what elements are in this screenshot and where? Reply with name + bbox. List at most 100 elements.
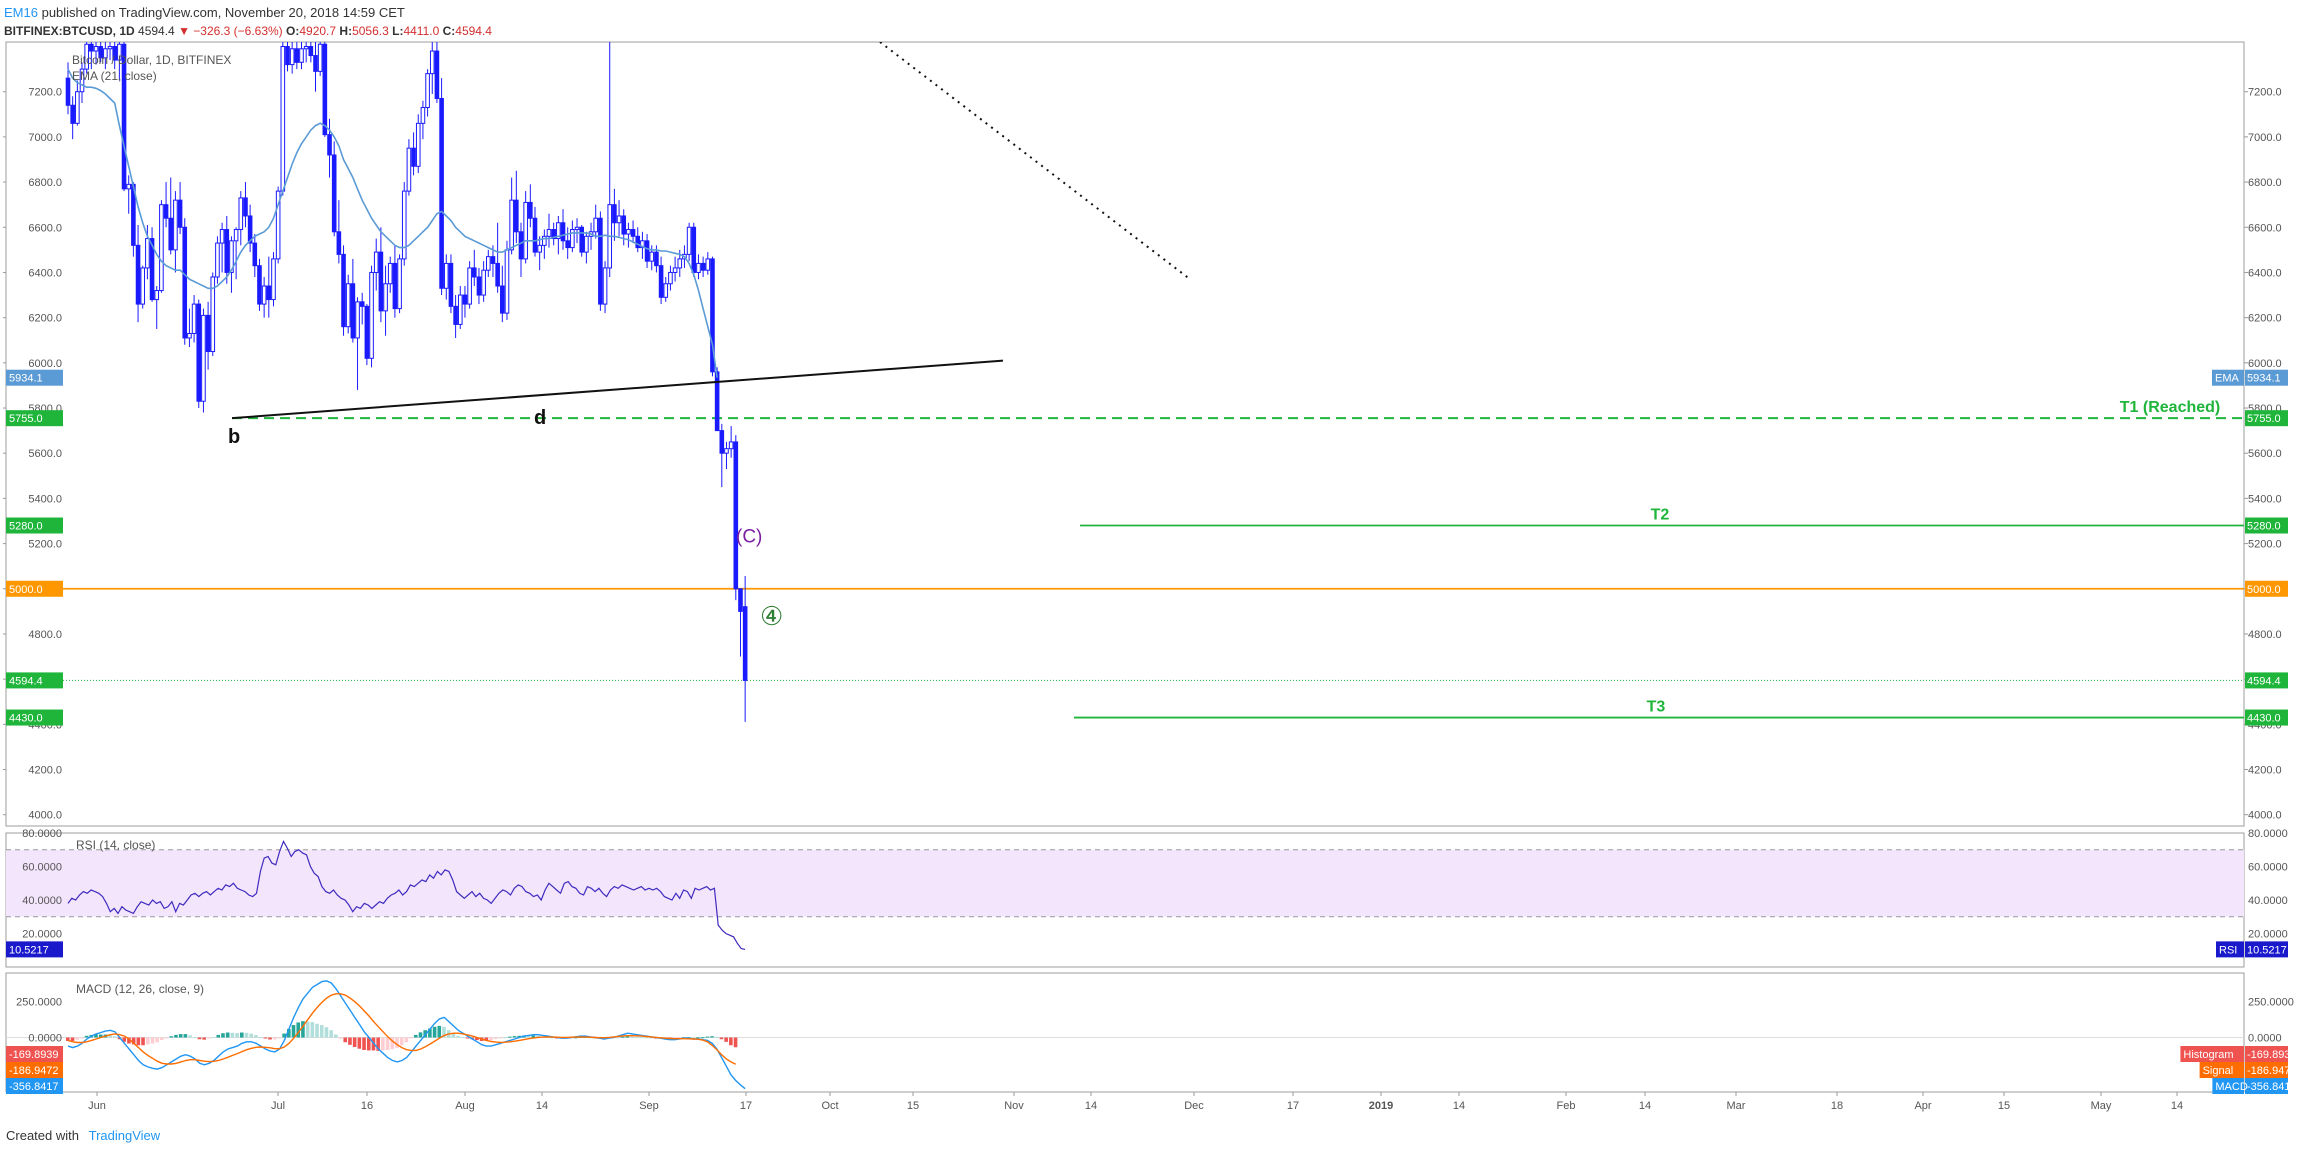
macd-histogram-bar [268, 1037, 272, 1040]
macd-histogram-bar [461, 1037, 465, 1039]
rsi-axis-label: 60.0000 [2248, 862, 2288, 874]
candle-body [439, 97, 444, 289]
macd-histogram-bar [404, 1037, 409, 1043]
candle-body [387, 262, 393, 285]
macd-label-tag-text: Signal [2203, 1065, 2234, 1077]
macd-label-tag-text: MACD [2215, 1081, 2247, 1093]
price-axis-label-left: 4000.0 [28, 810, 62, 822]
time-axis-label: Sep [639, 1100, 659, 1112]
candle-body [663, 283, 669, 298]
candle-body [331, 154, 337, 233]
candle-body [154, 290, 160, 301]
candle-body [145, 238, 150, 269]
macd-histogram-bar [376, 1037, 380, 1051]
time-axis-label: Jul [271, 1100, 285, 1112]
candle-body [271, 258, 276, 301]
rsi-legend: RSI (14, close) [76, 838, 156, 852]
macd-histogram-bar [122, 1037, 127, 1042]
macd-histogram-bar [729, 1037, 733, 1046]
macd-histogram-bar [700, 1037, 705, 1039]
candle-body [733, 441, 739, 590]
candle-body [243, 197, 248, 217]
candle-body [392, 262, 398, 310]
candle-body [103, 48, 108, 59]
macd-histogram-bar [432, 1026, 437, 1038]
macd-histogram-bar [512, 1036, 517, 1038]
macd-histogram-bar [437, 1025, 442, 1038]
candle-body [411, 147, 416, 167]
candle-body [429, 50, 435, 75]
macd-histogram-bar [131, 1037, 136, 1045]
macd-histogram-bar [442, 1026, 446, 1038]
candle-body [140, 267, 146, 305]
macd-label-tag [2199, 1062, 2244, 1078]
level-label: T3 [1647, 699, 1666, 716]
ema-line [67, 68, 718, 378]
price-axis-label-left: 5400.0 [28, 493, 62, 505]
macd-histogram-bar [98, 1034, 103, 1038]
rsi-axis-label-left: 60.0000 [22, 862, 62, 874]
rsi-plot [6, 840, 2244, 950]
price-chart[interactable]: 4000.04000.04200.04200.04400.04400.04600… [0, 0, 2308, 1120]
candle-body [159, 204, 164, 292]
macd-histogram-bar [691, 1037, 696, 1039]
time-axis-label: Dec [1184, 1100, 1204, 1112]
level-price-tag-left-text: 5000.0 [9, 584, 43, 596]
rsi-axis-label: 20.0000 [2248, 929, 2288, 941]
candle-body [546, 229, 552, 237]
macd-histogram-bar [136, 1037, 141, 1046]
macd-histogram-bar [221, 1033, 225, 1038]
macd-histogram-bar [630, 1036, 634, 1038]
price-axis-label-left: 4800.0 [28, 629, 62, 641]
macd-histogram-bar [362, 1037, 366, 1050]
candle-body [542, 235, 547, 246]
macd-label-tag [2212, 1078, 2244, 1094]
macd-histogram-bar [465, 1037, 470, 1039]
candle-body [457, 294, 463, 325]
macd-label-tag [2180, 1046, 2244, 1062]
time-axis-label: 16 [361, 1100, 373, 1112]
time-axis-label: 14 [1639, 1100, 1651, 1112]
level-price-tag-left-text: 5755.0 [9, 413, 43, 425]
macd-histogram-bar [277, 1037, 282, 1039]
candle-body [285, 46, 290, 66]
rsi-value-tag-left [6, 941, 63, 958]
macd-value-tag [2245, 1078, 2288, 1094]
chart-header: EM16 published on TradingView.com, Novem… [4, 3, 492, 41]
candle-body [173, 199, 178, 251]
macd-histogram-bar [211, 1037, 216, 1039]
time-axis-label: 14 [536, 1100, 548, 1112]
last-price: 4594.4 [138, 24, 175, 38]
macd-histogram-bar [249, 1033, 253, 1038]
time-axis-label: 17 [1287, 1100, 1299, 1112]
candle-body [476, 276, 482, 296]
candle-body [257, 265, 262, 305]
macd-histogram-bar [258, 1037, 263, 1039]
macd-signal-line [67, 993, 737, 1065]
rsi-value-tag [2245, 941, 2288, 958]
macd-histogram-bar [174, 1034, 178, 1038]
level-price-tag-text: 5000.0 [2247, 584, 2281, 596]
candle-body [598, 217, 603, 305]
level-price-tag [2245, 517, 2288, 534]
candle-body [191, 303, 197, 334]
ema-price-tag-text: 5934.1 [2247, 373, 2281, 385]
price-axis-label-left: 7200.0 [28, 87, 62, 99]
candle-body [481, 269, 486, 296]
last-price-tag [2245, 672, 2288, 689]
rsi-axis-label-left: 40.0000 [22, 895, 62, 907]
macd-axis-label-left: 0.0000 [28, 1033, 62, 1045]
macd-histogram-bar [517, 1035, 522, 1038]
rsi-band [6, 849, 2244, 917]
macd-histogram-bar [66, 1037, 70, 1041]
level-price-tag-left [6, 410, 63, 427]
rsi-axis-label-left: 80.0000 [22, 828, 62, 840]
candle-body [504, 249, 510, 314]
macd-histogram-bar [315, 1023, 319, 1038]
macd-histogram-bar [239, 1032, 244, 1038]
tradingview-brand[interactable]: TradingView [88, 1128, 161, 1143]
candle-body [593, 217, 599, 233]
rsi-value-tag-text: 10.5217 [2247, 944, 2287, 956]
macd-histogram-bar [160, 1037, 164, 1041]
author-link[interactable]: EM16 [4, 5, 38, 20]
